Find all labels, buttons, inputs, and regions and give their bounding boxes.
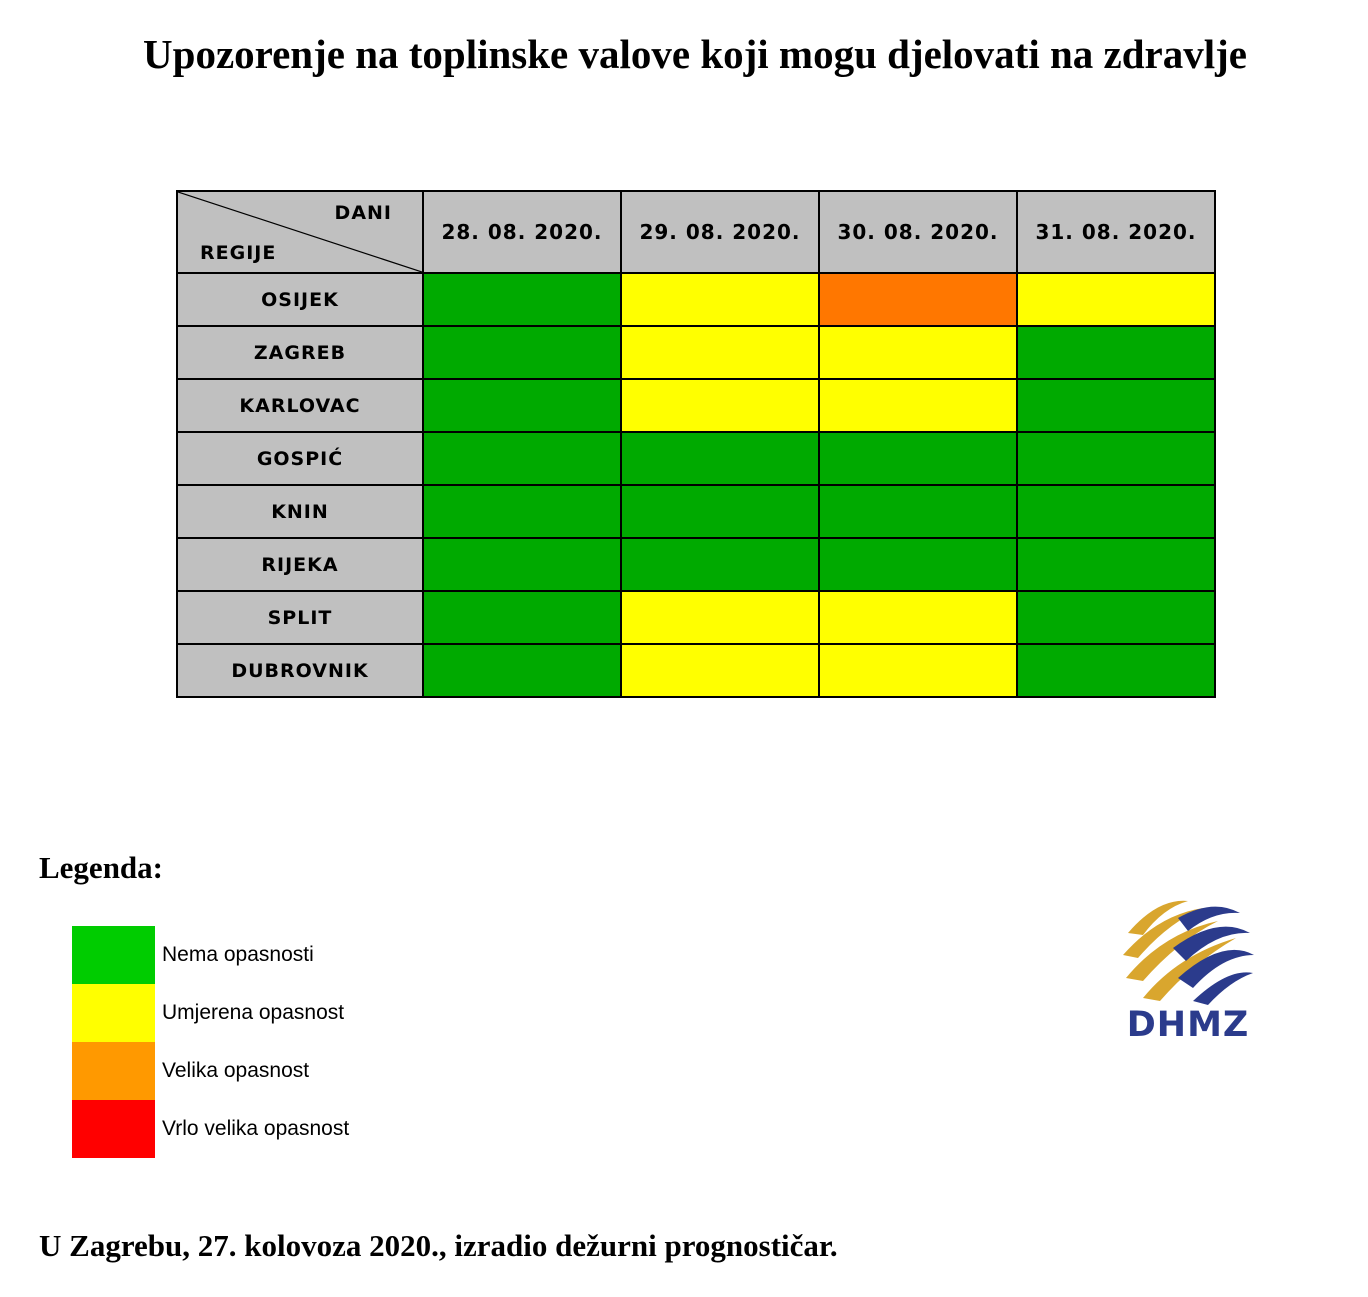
region-label: GOSPIĆ <box>176 431 424 486</box>
region-label: KNIN <box>176 484 424 539</box>
warning-level-cell <box>818 272 1018 327</box>
legend-label: Velika opasnost <box>162 1059 310 1082</box>
table-row: KNIN <box>176 484 1216 539</box>
date-header: 30. 08. 2020. <box>818 190 1018 274</box>
warning-level-cell <box>818 484 1018 539</box>
warning-level-cell <box>1016 325 1216 380</box>
region-label: OSIJEK <box>176 272 424 327</box>
corner-label-regions: REGIJE <box>200 242 277 264</box>
table-row: ZAGREB <box>176 325 1216 380</box>
table-header-row: DANI REGIJE 28. 08. 2020. 29. 08. 2020. … <box>176 190 1216 274</box>
legend-title: Legenda: <box>39 850 163 885</box>
corner-label-days: DANI <box>334 202 392 224</box>
legend-item: Nema opasnosti <box>72 926 349 984</box>
legend-label: Vrlo velika opasnost <box>162 1117 350 1140</box>
table-row: OSIJEK <box>176 272 1216 327</box>
legend-item: Umjerena opasnost <box>72 984 349 1042</box>
region-label: RIJEKA <box>176 537 424 592</box>
legend-item: Vrlo velika opasnost <box>72 1100 349 1158</box>
table-row: GOSPIĆ <box>176 431 1216 486</box>
dhmz-logo-icon <box>1123 900 1254 1005</box>
warning-level-cell <box>818 378 1018 433</box>
warning-level-cell <box>620 537 820 592</box>
legend-color-swatch <box>72 1042 155 1100</box>
region-label: KARLOVAC <box>176 378 424 433</box>
dhmz-logo-text: DHMZ <box>1126 1005 1250 1045</box>
warning-level-cell <box>620 378 820 433</box>
table-row: RIJEKA <box>176 537 1216 592</box>
legend-color-swatch <box>72 1100 155 1158</box>
warning-level-cell <box>422 272 622 327</box>
warning-level-cell <box>1016 484 1216 539</box>
dhmz-logo: DHMZ <box>1118 893 1258 1053</box>
table-row: DUBROVNIK <box>176 643 1216 698</box>
page-title: Upozorenje na toplinske valove koji mogu… <box>143 31 1247 77</box>
warning-level-cell <box>620 590 820 645</box>
warning-level-cell <box>1016 590 1216 645</box>
date-header: 31. 08. 2020. <box>1016 190 1216 274</box>
warning-level-cell <box>620 272 820 327</box>
warning-level-cell <box>422 325 622 380</box>
warning-level-cell <box>818 643 1018 698</box>
corner-diagonal <box>178 192 422 272</box>
date-header: 29. 08. 2020. <box>620 190 820 274</box>
warning-level-cell <box>620 325 820 380</box>
warning-level-cell <box>422 378 622 433</box>
warning-level-cell <box>818 590 1018 645</box>
region-label: ZAGREB <box>176 325 424 380</box>
table-row: SPLIT <box>176 590 1216 645</box>
warning-level-cell <box>422 431 622 486</box>
warning-table: DANI REGIJE 28. 08. 2020. 29. 08. 2020. … <box>176 190 1216 698</box>
warning-level-cell <box>620 484 820 539</box>
legend-color-swatch <box>72 984 155 1042</box>
warning-level-cell <box>818 537 1018 592</box>
warning-level-cell <box>422 643 622 698</box>
legend-label: Umjerena opasnost <box>162 1001 345 1024</box>
warning-level-cell <box>1016 643 1216 698</box>
warning-level-cell <box>620 643 820 698</box>
date-header: 28. 08. 2020. <box>422 190 622 274</box>
legend-color-swatch <box>72 926 155 984</box>
legend-label: Nema opasnosti <box>162 943 314 966</box>
legend: Nema opasnosti Umjerena opasnost Velika op… <box>72 926 349 1158</box>
warning-level-cell <box>1016 537 1216 592</box>
warning-level-cell <box>422 537 622 592</box>
legend-item: Velika opasnost <box>72 1042 349 1100</box>
region-label: DUBROVNIK <box>176 643 424 698</box>
warning-level-cell <box>422 484 622 539</box>
table-row: KARLOVAC <box>176 378 1216 433</box>
warning-level-cell <box>818 325 1018 380</box>
warning-level-cell <box>1016 431 1216 486</box>
footer-note: U Zagrebu, 27. kolovoza 2020., izradio d… <box>39 1228 838 1263</box>
warning-level-cell <box>1016 272 1216 327</box>
table-body: OSIJEK ZAGREB KARLOVAC GOSPIĆ KNIN RIJEKA SPLI… <box>176 272 1216 698</box>
warning-level-cell <box>422 590 622 645</box>
region-label: SPLIT <box>176 590 424 645</box>
warning-level-cell <box>818 431 1018 486</box>
table-corner-cell: DANI REGIJE <box>176 190 424 274</box>
warning-level-cell <box>620 431 820 486</box>
warning-level-cell <box>1016 378 1216 433</box>
